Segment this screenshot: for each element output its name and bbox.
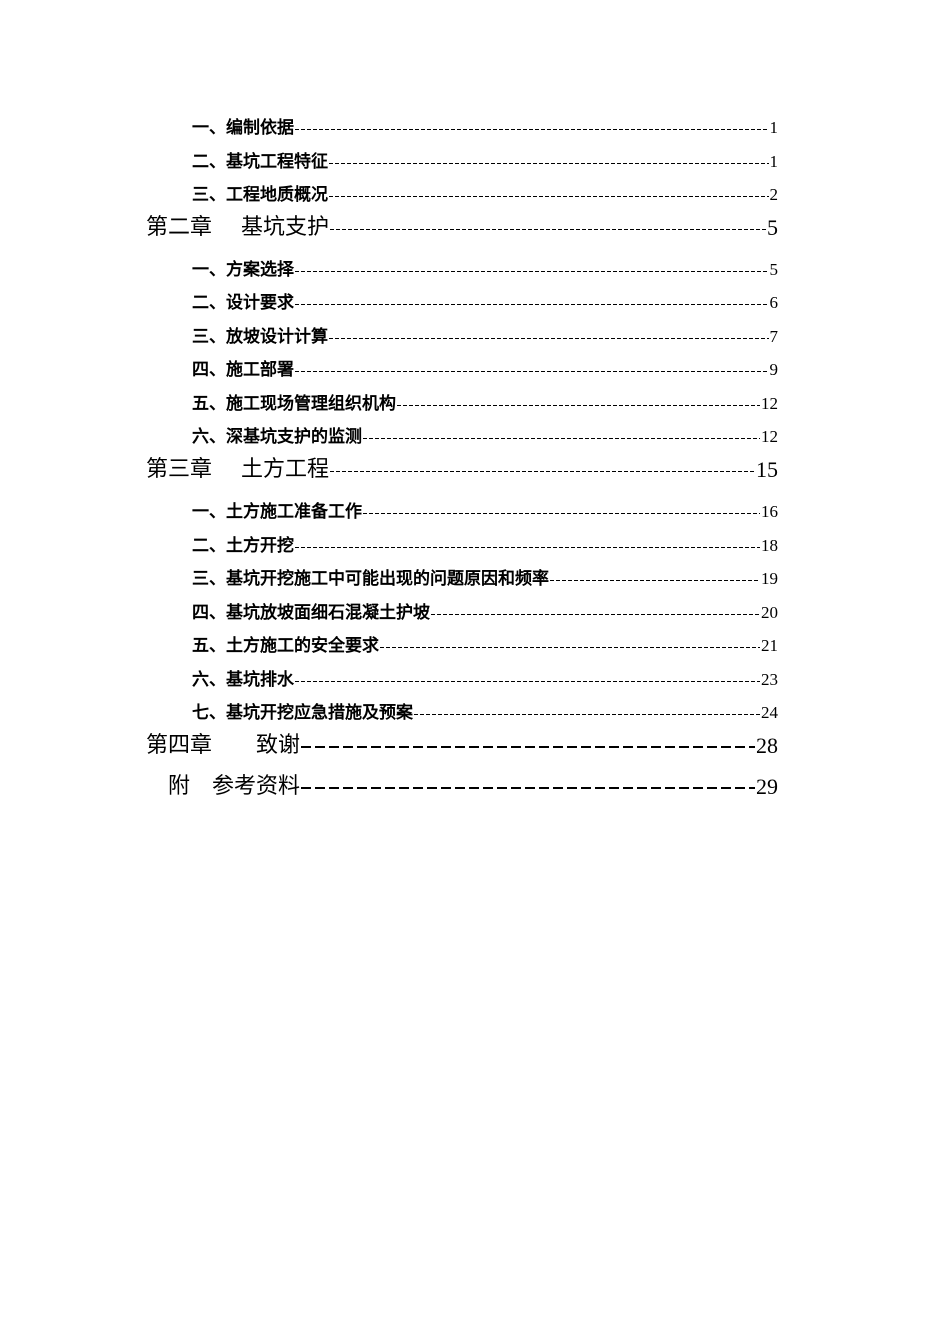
toc-entry-title: 第三章 土方工程 — [146, 457, 329, 482]
toc-entry-title: 二、土方开挖 — [192, 536, 294, 556]
toc-entry-title: 七、基坑开挖应急措施及预案 — [192, 703, 413, 723]
toc-page-number: 5 — [769, 260, 779, 279]
toc-page-number: 5 — [767, 215, 778, 240]
toc-entry-title: 六、深基坑支护的监测 — [192, 427, 362, 447]
toc-page-number: 1 — [769, 118, 779, 137]
toc-chapter-entry[interactable]: 附 参考资料 29 — [146, 772, 778, 800]
toc-section-entry[interactable]: 一、土方施工准备工作 16 — [192, 500, 778, 522]
toc-section-entry[interactable]: 七、基坑开挖应急措施及预案 24 — [192, 701, 778, 723]
dotted-leader — [295, 129, 769, 130]
toc-section-entry[interactable]: 一、编制依据 1 — [192, 116, 778, 138]
toc-section-entry[interactable]: 六、深基坑支护的监测 12 — [192, 425, 778, 447]
dotted-leader — [550, 580, 760, 581]
toc-entry-title: 三、基坑开挖施工中可能出现的问题原因和频率 — [192, 569, 549, 589]
toc-entry-title: 六、基坑排水 — [192, 670, 294, 690]
dotted-leader — [301, 787, 755, 789]
toc-section-entry[interactable]: 二、土方开挖 18 — [192, 534, 778, 556]
toc-page-number: 16 — [761, 502, 778, 521]
toc-page-number: 1 — [769, 152, 779, 171]
dotted-leader — [329, 338, 769, 339]
toc-entry-title: 二、基坑工程特征 — [192, 152, 328, 172]
toc-page-number: 15 — [756, 457, 778, 482]
toc-page-number: 23 — [761, 670, 778, 689]
toc-page-number: 18 — [761, 536, 778, 555]
toc-page-number: 29 — [756, 774, 778, 799]
dotted-leader — [397, 405, 760, 406]
toc-entry-title: 五、施工现场管理组织机构 — [192, 394, 396, 414]
toc-entry-title: 三、工程地质概况 — [192, 185, 328, 205]
toc-page-number: 9 — [769, 360, 779, 379]
dotted-leader — [295, 304, 769, 305]
toc-section-entry[interactable]: 一、方案选择 5 — [192, 258, 778, 280]
toc-section-entry[interactable]: 三、基坑开挖施工中可能出现的问题原因和频率 19 — [192, 567, 778, 589]
toc-entry-title: 三、放坡设计计算 — [192, 327, 328, 347]
toc-entry-title: 一、土方施工准备工作 — [192, 502, 362, 522]
toc-page-number: 12 — [761, 427, 778, 446]
dotted-leader — [414, 714, 760, 715]
dotted-leader — [363, 438, 760, 439]
toc-entry-title: 二、设计要求 — [192, 293, 294, 313]
dotted-leader — [380, 647, 760, 648]
toc-entry-title: 一、编制依据 — [192, 118, 294, 138]
dotted-leader — [330, 471, 755, 472]
toc-section-entry[interactable]: 五、土方施工的安全要求 21 — [192, 634, 778, 656]
toc-entry-title: 第四章 致谢 — [146, 733, 301, 758]
toc-section-entry[interactable]: 三、放坡设计计算 7 — [192, 325, 778, 347]
toc-section-entry[interactable]: 六、基坑排水 23 — [192, 668, 778, 690]
toc-section-entry[interactable]: 四、基坑放坡面细石混凝土护坡 20 — [192, 601, 778, 623]
toc-page-number: 28 — [756, 733, 778, 758]
toc-entry-title: 第二章 基坑支护 — [146, 215, 329, 240]
dotted-leader — [301, 746, 755, 748]
toc-section-entry[interactable]: 三、工程地质概况 2 — [192, 183, 778, 205]
toc-page-number: 2 — [769, 185, 779, 204]
toc-page-number: 6 — [769, 293, 779, 312]
toc-entry-title: 四、施工部署 — [192, 360, 294, 380]
dotted-leader — [329, 196, 769, 197]
toc-section-entry[interactable]: 五、施工现场管理组织机构 12 — [192, 392, 778, 414]
toc-page-number: 19 — [761, 569, 778, 588]
toc-section-entry[interactable]: 四、施工部署 9 — [192, 358, 778, 380]
toc-entry-title: 四、基坑放坡面细石混凝土护坡 — [192, 603, 430, 623]
dotted-leader — [329, 163, 769, 164]
dotted-leader — [295, 681, 760, 682]
toc-chapter-entry[interactable]: 第三章 土方工程 15 — [146, 455, 778, 483]
toc-page-number: 20 — [761, 603, 778, 622]
toc-chapter-entry[interactable]: 第四章 致谢 28 — [146, 731, 778, 759]
dotted-leader — [431, 614, 760, 615]
dotted-leader — [295, 271, 769, 272]
toc-entry-title: 附 参考资料 — [146, 774, 301, 799]
toc-chapter-entry[interactable]: 第二章 基坑支护 5 — [146, 213, 778, 241]
toc-entry-title: 一、方案选择 — [192, 260, 294, 280]
toc-entry-title: 五、土方施工的安全要求 — [192, 636, 379, 656]
dotted-leader — [363, 513, 760, 514]
toc-section-entry[interactable]: 二、基坑工程特征 1 — [192, 150, 778, 172]
toc-page-number: 24 — [761, 703, 778, 722]
toc-page-number: 12 — [761, 394, 778, 413]
dotted-leader — [295, 547, 760, 548]
toc-page-number: 7 — [769, 327, 779, 346]
toc-page-number: 21 — [761, 636, 778, 655]
dotted-leader — [295, 371, 769, 372]
dotted-leader — [330, 229, 766, 230]
toc-section-entry[interactable]: 二、设计要求 6 — [192, 291, 778, 313]
